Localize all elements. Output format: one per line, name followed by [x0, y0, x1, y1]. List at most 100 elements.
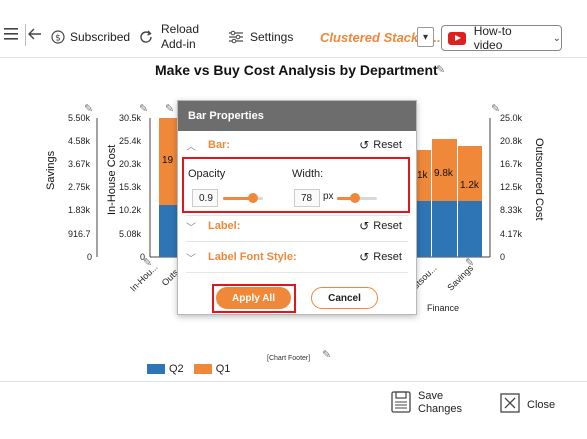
chevron-down-icon: ⌄ [552, 32, 561, 44]
inhouse-tick: 15.3k [119, 182, 142, 192]
width-input[interactable]: 78 [294, 189, 320, 207]
chevron-down-icon: ﹀ [186, 253, 196, 265]
bar-data-label: 19 [162, 155, 174, 166]
divider [186, 215, 408, 216]
chart-type-dropdown-button[interactable]: ▾ [417, 27, 434, 47]
edit-inhouse-axis-pencil-icon[interactable]: ✎ [139, 103, 149, 115]
savings-tick: 2.75k [68, 182, 91, 192]
edit-outsourced-axis-pencil-icon[interactable]: ✎ [491, 103, 501, 115]
bar-q2-inhouse[interactable] [159, 205, 177, 257]
inhouse-tick: 10.2k [119, 205, 142, 215]
toolbar: $ Subscribed Reload Add-in Settings Clus… [0, 0, 587, 58]
width-slider-thumb[interactable] [350, 193, 360, 203]
cancel-button[interactable]: Cancel [311, 287, 378, 309]
reload-label: Reload Add-in [161, 22, 200, 51]
chevron-down-icon: ▾ [422, 31, 429, 43]
close-label: Close [527, 398, 556, 411]
legend[interactable]: Q2 Q1 [147, 363, 230, 375]
opacity-input[interactable]: 0.9 [192, 189, 218, 207]
dollar-circle-icon: $ [51, 30, 65, 44]
bar-q1-outsourced-2[interactable] [432, 139, 457, 201]
svg-text:$: $ [55, 34, 61, 44]
savings-tick: 0 [87, 252, 93, 262]
subscribed-label: Subscribed [70, 30, 131, 44]
reset-label: Reset [373, 251, 402, 263]
settings-button[interactable]: Settings [228, 30, 293, 44]
savings-tick: 5.50k [68, 113, 91, 123]
outsourced-tick: 8.33k [500, 205, 523, 215]
reset-icon: ↺ [359, 250, 370, 264]
section-label-label: Label: [208, 220, 241, 232]
legend-label-q2: Q2 [169, 363, 184, 375]
subscribed-button[interactable]: $ Subscribed [51, 30, 130, 44]
chevron-up-icon: ︿ [186, 141, 196, 153]
menu-icon[interactable] [4, 28, 18, 40]
edit-title-pencil-icon[interactable]: ✎ [436, 64, 446, 76]
reload-icon [138, 29, 154, 45]
bar-q2-outsourced[interactable] [417, 201, 431, 257]
section-bar-header[interactable]: ︿ Bar: ↺ Reset [178, 133, 416, 157]
width-label: Width: [292, 168, 324, 180]
opacity-slider-thumb[interactable] [248, 193, 258, 203]
apply-all-button[interactable]: Apply All [216, 287, 291, 309]
back-arrow-icon[interactable] [28, 28, 42, 40]
outsourced-tick: 4.17k [500, 229, 523, 239]
chart-footer[interactable]: [Chart Footer] [267, 355, 311, 362]
savings-tick: 4.58k [68, 136, 91, 146]
save-changes-button[interactable]: Save Changes [391, 390, 462, 416]
bar-q1-savings[interactable] [458, 146, 482, 201]
bar-q1-outsourced[interactable] [417, 150, 431, 201]
outsourced-tick: 12.5k [500, 182, 523, 192]
youtube-icon [448, 31, 466, 45]
sliders-icon [228, 30, 244, 44]
howto-video-button[interactable]: How-to video ⌄ [441, 24, 562, 52]
dialog-title: Bar Properties [178, 101, 416, 131]
outsourced-tick: 25.0k [500, 113, 523, 123]
edit-series-pencil-icon[interactable]: ✎ [165, 103, 175, 115]
bar-data-label: 1k [417, 170, 428, 181]
bar-q1-inhouse[interactable] [159, 118, 177, 205]
edit-xlabel-pencil-icon[interactable]: ✎ [143, 257, 153, 269]
section-label-font-label: Label Font Style: [208, 251, 297, 263]
bar-q2-savings[interactable] [458, 201, 482, 257]
chart-type-label: Clustered Stacked... [320, 30, 445, 45]
savings-tick: 1.83k [68, 205, 91, 215]
chevron-down-icon: ﹀ [186, 222, 196, 234]
legend-swatch-q1 [193, 364, 212, 374]
divider [186, 241, 408, 242]
savings-tick: 916.7 [68, 229, 91, 239]
inhouse-tick: 0 [140, 252, 146, 262]
bar-data-label: 9.8k [434, 168, 453, 179]
edit-xlabel-pencil-icon[interactable]: ✎ [465, 257, 475, 269]
bar-properties-dialog: Bar Properties ︿ Bar: ↺ Reset Opacity 0.… [177, 100, 417, 315]
section-label-header[interactable]: ﹀ Label: ↺ Reset [178, 214, 416, 238]
edit-savings-axis-pencil-icon[interactable]: ✎ [84, 103, 94, 115]
legend-label-q1: Q1 [215, 363, 231, 375]
width-slider-fill [337, 197, 355, 200]
legend-swatch-q2 [147, 364, 165, 374]
bar-q2-outsourced-2[interactable] [432, 201, 457, 257]
opacity-slider-fill [223, 197, 253, 200]
inhouse-tick: 25.4k [119, 136, 142, 146]
inhouse-tick: 5.08k [119, 229, 142, 239]
group-label: Finance [427, 303, 460, 313]
opacity-label: Opacity [188, 168, 226, 180]
reload-addin-button[interactable]: Reload Add-in [138, 22, 199, 52]
reset-label-button[interactable]: ↺ Reset [359, 219, 402, 233]
edit-footer-pencil-icon[interactable]: ✎ [322, 349, 332, 361]
highlight-box-apply [212, 284, 296, 313]
reset-label-font-button[interactable]: ↺ Reset [359, 250, 402, 264]
inhouse-tick: 20.3k [119, 159, 142, 169]
close-icon [500, 393, 520, 416]
settings-label: Settings [250, 30, 294, 44]
reset-label: Reset [373, 220, 402, 232]
close-button[interactable]: Close [500, 393, 555, 416]
save-changes-label: Save Changes [418, 390, 463, 415]
reset-bar-button[interactable]: ↺ Reset [359, 138, 402, 152]
divider [186, 272, 408, 273]
width-unit: px [323, 191, 334, 202]
outsourced-tick: 0 [500, 252, 506, 262]
inhouse-tick: 30.5k [119, 113, 142, 123]
chart-title[interactable]: Make vs Buy Cost Analysis by Department [155, 62, 438, 78]
section-label-font-header[interactable]: ﹀ Label Font Style: ↺ Reset [178, 245, 416, 269]
